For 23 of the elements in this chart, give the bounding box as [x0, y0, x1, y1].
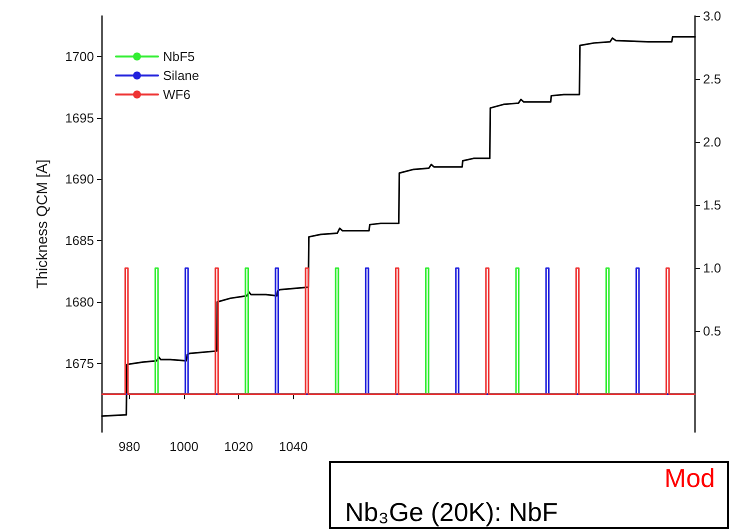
legend-label: Silane [163, 68, 200, 83]
y-tick-label: 1680 [65, 294, 94, 310]
y-axis-title: Thickness QCM [A] [34, 159, 51, 289]
legend-label: NbF5 [163, 49, 195, 64]
y-tick-label: 1700 [65, 48, 94, 64]
y2-tick-label: 2.0 [703, 134, 722, 150]
x-tick-label: 980 [118, 439, 140, 454]
line-series [101, 36, 696, 417]
y2-tick-label: 2.5 [703, 72, 722, 87]
y-tick-label: 1675 [65, 356, 94, 371]
y2-tick-label: 1.5 [703, 198, 722, 213]
y2-tick-label: 0.5 [703, 324, 722, 339]
text: Nb₃Ge (20K): NbF [345, 497, 558, 527]
y2-tick-label: 1.0 [703, 260, 722, 276]
x-tick-label: 1040 [278, 439, 308, 454]
y-tick-label: 1690 [65, 172, 94, 187]
x-tick-label: 1020 [224, 439, 254, 454]
y-tick-label: 1695 [65, 110, 94, 126]
x-tick-label: 1000 [170, 439, 198, 454]
text: Mod [664, 463, 715, 493]
legend-label: WF6 [163, 87, 190, 102]
y2-tick-label: 3.0 [703, 8, 722, 24]
y-tick-label: 1685 [65, 233, 94, 248]
